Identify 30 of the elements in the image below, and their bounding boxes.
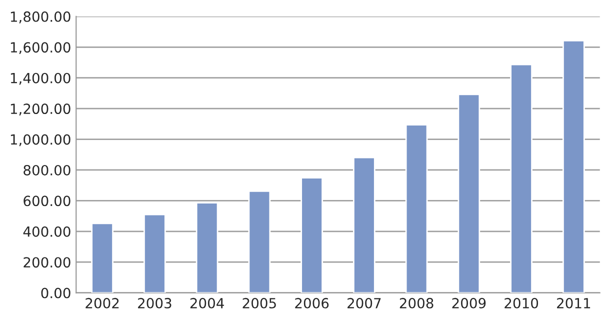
x-tick-label: 2009 (452, 298, 486, 308)
x-tick-label: 2010 (504, 298, 538, 308)
bar (562, 40, 585, 293)
y-tick-label: 200.00 (24, 257, 70, 268)
x-tick-label: 2002 (86, 298, 119, 308)
bar (510, 64, 532, 293)
y-tick-label: 1,400.00 (10, 72, 70, 85)
y-tick-label: 0.00 (41, 288, 70, 298)
x-tick-label: 2011 (557, 298, 590, 308)
x-tick-label: 2003 (138, 298, 172, 308)
bar (196, 202, 218, 293)
y-tick-label: 400.00 (23, 226, 70, 237)
x-tick-label: 2006 (295, 298, 329, 308)
bar (144, 214, 166, 293)
y-tick-label: 1,000.00 (10, 134, 70, 146)
x-tick-label: 2005 (242, 298, 276, 308)
y-tick-label: 1,600.00 (10, 42, 70, 54)
bar (91, 222, 114, 293)
bar (248, 190, 271, 293)
y-tick-label: 1,800.00 (10, 11, 70, 24)
bar (353, 156, 376, 293)
y-tick-label: 800.00 (24, 164, 70, 176)
y-tick-label: 1,200.00 (10, 104, 70, 116)
bar (405, 124, 428, 293)
x-tick-label: 2008 (400, 298, 434, 308)
x-tick-label: 2004 (190, 298, 224, 308)
bar (300, 177, 323, 293)
x-tick-label: 2007 (348, 298, 381, 308)
bar (458, 94, 480, 293)
y-tick-label: 600.00 (24, 196, 70, 206)
